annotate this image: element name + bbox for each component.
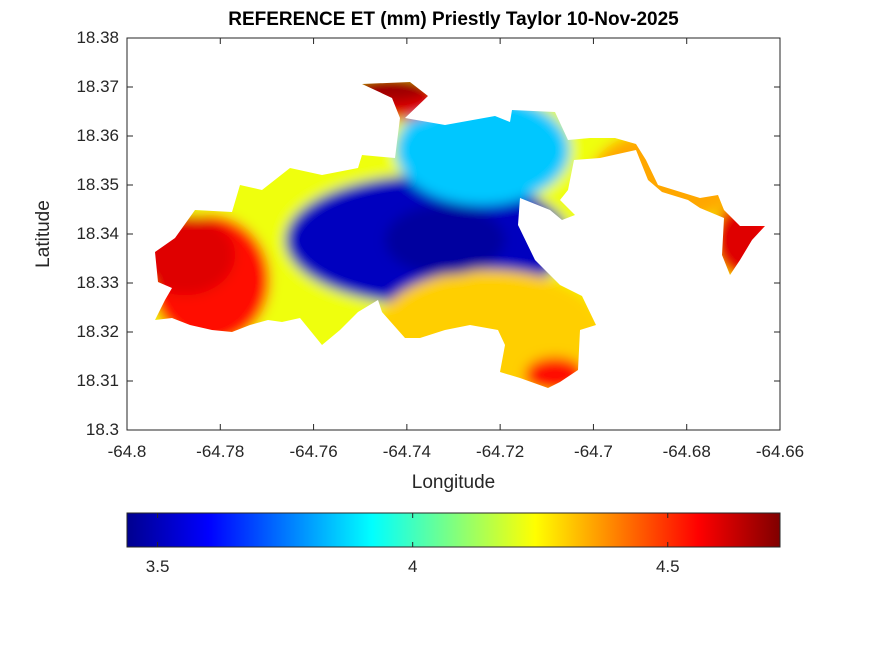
y-tick-label: 18.36 <box>76 126 119 145</box>
chart-title: REFERENCE ET (mm) Priestly Taylor 10-Nov… <box>228 9 679 30</box>
y-axis-label: Latitude <box>33 200 54 268</box>
colorbar-tick-label: 3.5 <box>145 557 170 576</box>
x-axis <box>126 38 781 430</box>
colorbar-tick-label: 4.5 <box>655 557 680 576</box>
heatmap-accent-central-blue-core <box>385 205 505 275</box>
x-tick-label: -64.8 <box>107 442 147 461</box>
y-tick-label: 18.33 <box>76 273 119 292</box>
y-tick-label: 18.32 <box>76 322 119 341</box>
x-tick-label: -64.72 <box>476 442 525 461</box>
y-tick-label: 18.31 <box>76 371 119 390</box>
x-tick-label: -64.66 <box>755 442 805 461</box>
y-tick-label: 18.34 <box>76 224 119 243</box>
colorbar-ticks <box>157 513 669 547</box>
x-tick-label: -64.78 <box>196 442 245 461</box>
x-tick-label: -64.76 <box>289 442 338 461</box>
y-tick-label: 18.3 <box>85 420 119 439</box>
colorbar <box>126 512 781 548</box>
colorbar-tick-label: 4 <box>407 557 418 576</box>
x-tick-label: -64.68 <box>662 442 711 461</box>
y-tick-label: 18.35 <box>76 175 119 194</box>
x-tick-label: -64.74 <box>382 442 431 461</box>
y-tick-label: 18.38 <box>76 28 119 47</box>
y-tick-label: 18.37 <box>76 77 119 96</box>
x-tick-label: -64.7 <box>574 442 613 461</box>
y-axis <box>127 37 780 431</box>
x-axis-label: Longitude <box>411 472 496 493</box>
